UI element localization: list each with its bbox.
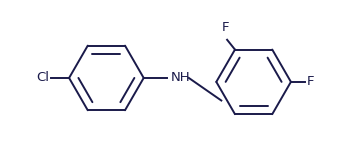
Text: Cl: Cl (36, 71, 49, 84)
Text: F: F (307, 75, 314, 88)
Text: F: F (221, 21, 229, 34)
Text: NH: NH (171, 71, 191, 84)
